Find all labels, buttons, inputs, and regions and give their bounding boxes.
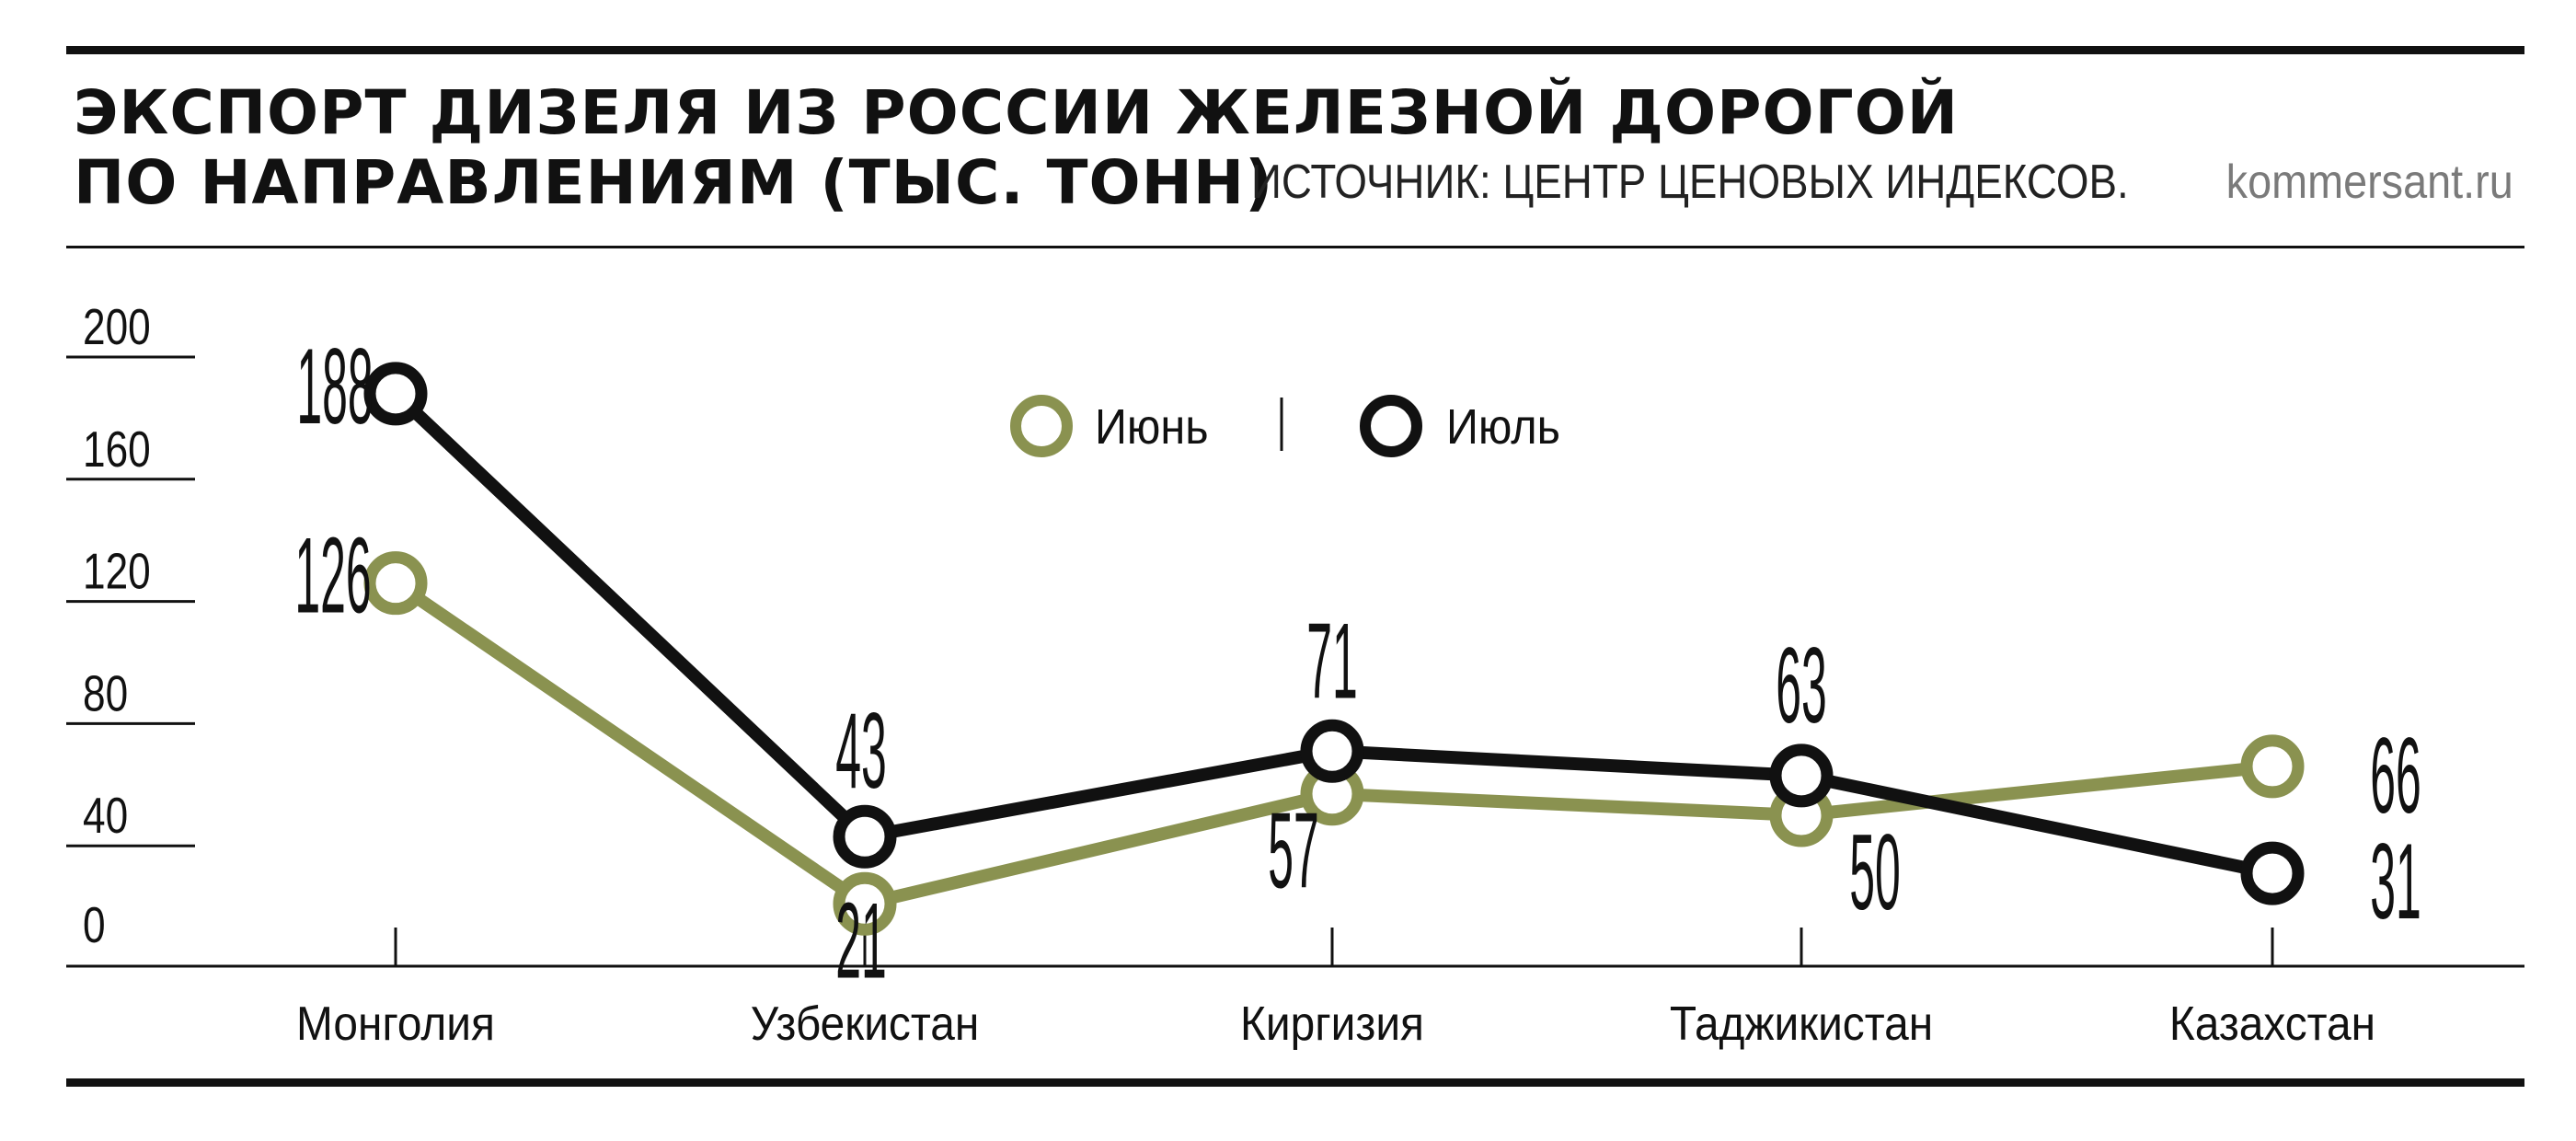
data-point-july: [1300, 719, 1364, 783]
data-point-july: [363, 362, 428, 426]
data-label-june: 50: [1849, 813, 1901, 933]
data-label-june: 57: [1268, 792, 1319, 912]
data-point-july: [833, 804, 897, 869]
data-label-july: 63: [1776, 627, 1827, 746]
data-label-july: 43: [835, 692, 887, 812]
data-label-july: 31: [2370, 823, 2421, 942]
data-label-july: 71: [1306, 602, 1358, 721]
legend-marker-july: [1360, 395, 1422, 457]
y-tick-label: 120: [83, 543, 151, 600]
legend-label-june: Июнь: [1095, 398, 1209, 455]
data-point-june: [2240, 734, 2305, 799]
site-credit: kommersant.ru: [2225, 156, 2513, 209]
chart-title-line-2: ПО НАПРАВЛЕНИЯМ (ТЫС. ТОНН): [74, 147, 1274, 218]
x-tick-label: Монголия: [296, 997, 495, 1050]
source-note: ИСТОЧНИК: ЦЕНТР ЦЕНОВЫХ ИНДЕКСОВ.: [1251, 156, 2129, 209]
data-label-june: 66: [2370, 717, 2421, 836]
data-label-june: 126: [294, 517, 371, 637]
chart-title-line-1: ЭКСПОРТ ДИЗЕЛЯ ИЗ РОССИИ ЖЕЛЕЗНОЙ ДОРОГО…: [74, 77, 1960, 148]
x-tick-label: Таджикистан: [1670, 997, 1933, 1050]
x-tick-label: Казахстан: [2169, 997, 2375, 1050]
bottom-rule: [66, 1078, 2524, 1087]
y-tick-label: 200: [83, 299, 151, 356]
top-rule: [66, 46, 2524, 54]
y-tick-label: 80: [83, 665, 128, 722]
data-point-june: [833, 871, 897, 936]
legend-marker-june: [1010, 395, 1073, 457]
data-point-june: [363, 551, 428, 616]
data-point-july: [2240, 841, 2305, 905]
legend-label-july: Июль: [1446, 398, 1560, 455]
y-tick-label: 160: [83, 421, 151, 478]
y-tick-label: 40: [83, 788, 128, 845]
data-label-july: 188: [296, 328, 373, 447]
x-tick-label: Киргизия: [1240, 997, 1424, 1050]
data-point-july: [1769, 743, 1834, 808]
header-divider: [66, 246, 2524, 248]
data-label-june: 21: [835, 882, 887, 1001]
y-tick-label: 0: [83, 897, 106, 954]
x-tick-label: Узбекистан: [751, 997, 980, 1050]
